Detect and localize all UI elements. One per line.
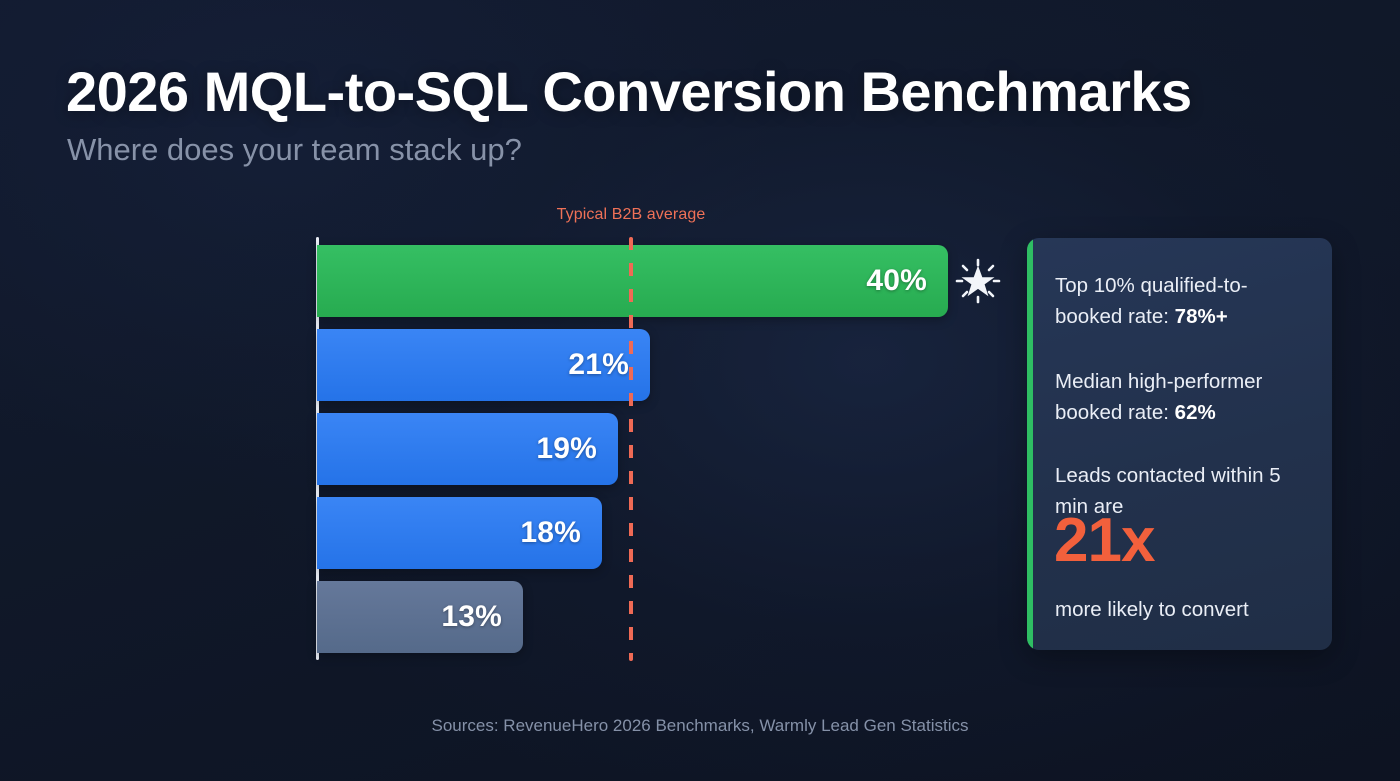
bar-automotive: 18% xyxy=(317,497,602,569)
bar-value-top-performers: 40% xyxy=(866,264,927,297)
bar-value-healthcare: 13% xyxy=(441,600,502,633)
stat-big-number: 21x xyxy=(1054,506,1155,575)
stat-leads-contacted: Leads contacted within 5 min are xyxy=(1055,460,1313,522)
stat-1-value: 62% xyxy=(1174,401,1216,425)
page-subtitle: Where does your team stack up? xyxy=(67,132,522,167)
bar-value-automotive: 18% xyxy=(520,516,581,549)
stats-panel: Top 10% qualified-to-booked rate: 78%+ M… xyxy=(1027,238,1332,650)
bar-consumer-electronics: 21% xyxy=(317,329,650,401)
bar-chart: Top Performers 40% Consumer Electronics … xyxy=(316,206,1001,661)
stat-qualified-to-booked: Top 10% qualified-to-booked rate: 78%+ xyxy=(1055,270,1313,332)
stat-0-value: 78%+ xyxy=(1174,305,1228,329)
bar-value-fintech: 19% xyxy=(536,432,597,465)
bar-fintech: 19% xyxy=(317,413,618,485)
stat-2-text: Leads contacted within 5 min are xyxy=(1055,464,1281,519)
bar-healthcare: 13% xyxy=(317,581,523,653)
benchmark-label: Typical B2B average xyxy=(556,206,706,223)
stat-0-text: Top 10% qualified-to-booked rate: xyxy=(1055,274,1248,329)
stat-1-text: Median high-performer booked rate: xyxy=(1055,370,1263,425)
sources-footnote: Sources: RevenueHero 2026 Benchmarks, Wa… xyxy=(431,716,969,735)
benchmark-dashed-line xyxy=(629,237,633,661)
page-title: 2026 MQL-to-SQL Conversion Benchmarks xyxy=(66,60,1192,123)
star-sparkle-icon xyxy=(955,258,1001,304)
stat-big-number-caption: more likely to convert xyxy=(1055,598,1249,621)
stat-median-booked-rate: Median high-performer booked rate: 62% xyxy=(1055,366,1313,428)
bar-value-consumer-electronics: 21% xyxy=(568,348,629,381)
